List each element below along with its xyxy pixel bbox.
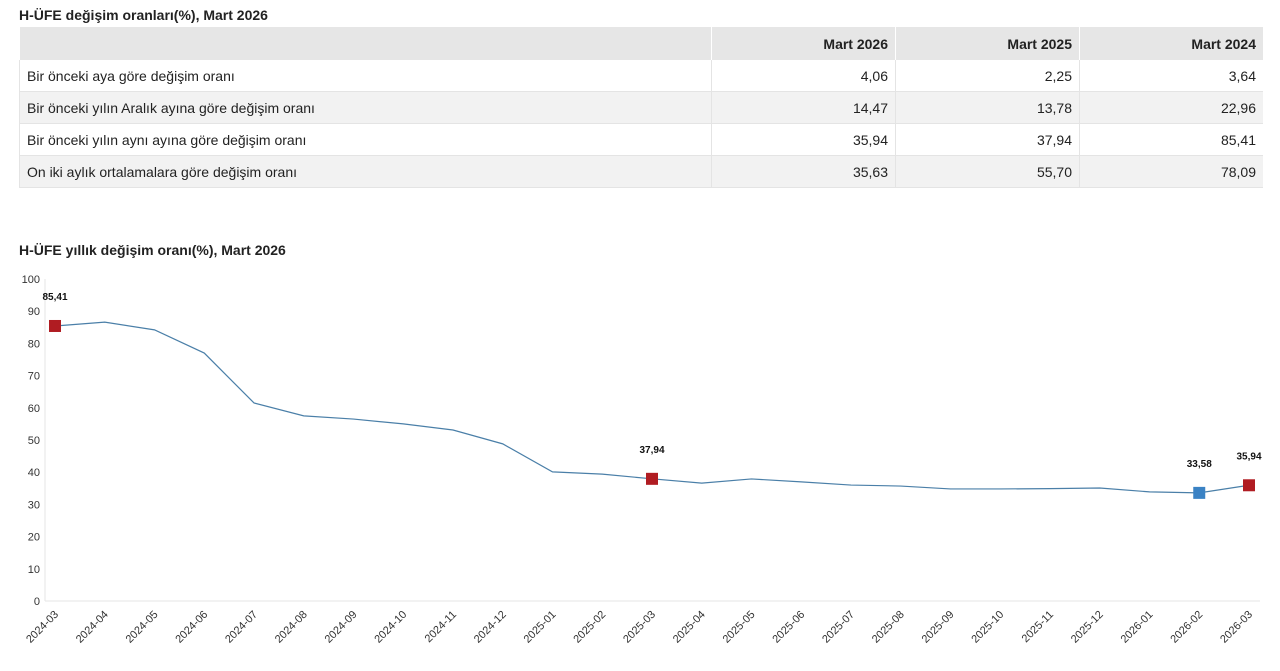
x-tick-label: 2026-03 bbox=[1218, 609, 1255, 646]
y-tick-label: 30 bbox=[28, 499, 40, 511]
y-tick-label: 40 bbox=[28, 467, 40, 479]
x-tick-label: 2024-08 bbox=[273, 609, 310, 646]
y-tick-label: 60 bbox=[28, 403, 40, 415]
data-point-marker bbox=[49, 319, 61, 332]
x-tick-label: 2024-07 bbox=[223, 609, 260, 646]
data-point-marker bbox=[646, 472, 658, 485]
table-header-row: Mart 2026 Mart 2025 Mart 2024 bbox=[19, 27, 1263, 60]
row-value: 22,96 bbox=[1079, 91, 1263, 124]
y-tick-label: 50 bbox=[28, 435, 40, 447]
x-tick-label: 2024-11 bbox=[423, 609, 459, 645]
x-tick-label: 2024-05 bbox=[124, 609, 161, 646]
x-tick-label: 2025-01 bbox=[522, 609, 559, 646]
row-value: 35,94 bbox=[711, 123, 896, 156]
column-header: Mart 2026 bbox=[711, 27, 896, 60]
table-title: H-ÜFE değişim oranları(%), Mart 2026 bbox=[19, 7, 268, 23]
row-label: Bir önceki yılın Aralık ayına göre değiş… bbox=[19, 91, 712, 124]
x-tick-label: 2025-08 bbox=[870, 609, 907, 646]
x-tick-label: 2025-09 bbox=[920, 609, 957, 646]
data-label: 35,94 bbox=[1236, 451, 1261, 462]
data-point-marker bbox=[1243, 479, 1255, 492]
change-rates-table: Mart 2026 Mart 2025 Mart 2024 Bir önceki… bbox=[19, 27, 1263, 188]
row-value: 2,25 bbox=[895, 60, 1080, 92]
row-value: 14,47 bbox=[711, 91, 896, 124]
row-value: 78,09 bbox=[1079, 155, 1263, 188]
x-tick-label: 2024-12 bbox=[472, 609, 509, 646]
x-tick-label: 2026-02 bbox=[1168, 609, 1205, 646]
chart-title: H-ÜFE yıllık değişim oranı(%), Mart 2026 bbox=[19, 242, 286, 258]
table-row: Bir önceki aya göre değişim oranı 4,06 2,2… bbox=[19, 60, 1263, 92]
x-tick-label: 2025-07 bbox=[820, 609, 857, 646]
table-row: Bir önceki yılın Aralık ayına göre değiş… bbox=[19, 91, 1263, 124]
x-tick-label: 2025-03 bbox=[621, 609, 658, 646]
x-tick-label: 2024-04 bbox=[74, 609, 111, 646]
x-tick-label: 2024-09 bbox=[323, 609, 360, 646]
row-value: 4,06 bbox=[711, 60, 896, 92]
x-tick-label: 2025-10 bbox=[969, 609, 1006, 646]
row-value: 37,94 bbox=[895, 123, 1080, 156]
row-value: 55,70 bbox=[895, 155, 1080, 188]
x-tick-label: 2024-10 bbox=[372, 609, 409, 646]
row-label: On iki aylık ortalamalara göre değişim o… bbox=[19, 155, 712, 188]
row-value: 3,64 bbox=[1079, 60, 1263, 92]
row-label: Bir önceki yılın aynı ayına göre değişim… bbox=[19, 123, 712, 156]
y-tick-label: 70 bbox=[28, 371, 40, 383]
x-tick-label: 2025-12 bbox=[1069, 609, 1106, 646]
data-label: 37,94 bbox=[639, 445, 664, 456]
y-tick-label: 0 bbox=[34, 596, 40, 608]
y-tick-label: 100 bbox=[22, 274, 40, 286]
x-tick-label: 2025-11 bbox=[1020, 609, 1056, 645]
row-value: 35,63 bbox=[711, 155, 896, 188]
row-value: 85,41 bbox=[1079, 123, 1263, 156]
data-label: 85,41 bbox=[42, 292, 67, 303]
column-header: Mart 2024 bbox=[1079, 27, 1263, 60]
data-label: 33,58 bbox=[1187, 459, 1212, 470]
x-tick-label: 2025-06 bbox=[770, 609, 807, 646]
x-tick-label: 2024-06 bbox=[173, 609, 210, 646]
data-point-marker bbox=[1193, 486, 1206, 499]
series-line bbox=[54, 321, 1250, 494]
table-row: Bir önceki yılın aynı ayına göre değişim… bbox=[19, 123, 1263, 156]
table-row: On iki aylık ortalamalara göre değişim o… bbox=[19, 155, 1263, 188]
x-tick-label: 2025-04 bbox=[671, 609, 708, 646]
row-value: 13,78 bbox=[895, 91, 1080, 124]
x-tick-label: 2025-05 bbox=[721, 609, 758, 646]
row-label: Bir önceki aya göre değişim oranı bbox=[19, 60, 712, 92]
x-tick-label: 2025-02 bbox=[571, 609, 608, 646]
y-tick-label: 90 bbox=[28, 306, 40, 318]
x-tick-label: 2026-01 bbox=[1119, 609, 1156, 646]
x-tick-label: 2024-03 bbox=[24, 609, 61, 646]
column-header: Mart 2025 bbox=[895, 27, 1080, 60]
header-empty bbox=[19, 27, 712, 60]
y-tick-label: 10 bbox=[28, 564, 40, 576]
y-tick-label: 20 bbox=[28, 532, 40, 544]
y-tick-label: 80 bbox=[28, 338, 40, 350]
line-chart: 0 10 20 30 40 50 60 70 80 90 100 2024-03 2024-04 2024… bbox=[22, 274, 1262, 646]
